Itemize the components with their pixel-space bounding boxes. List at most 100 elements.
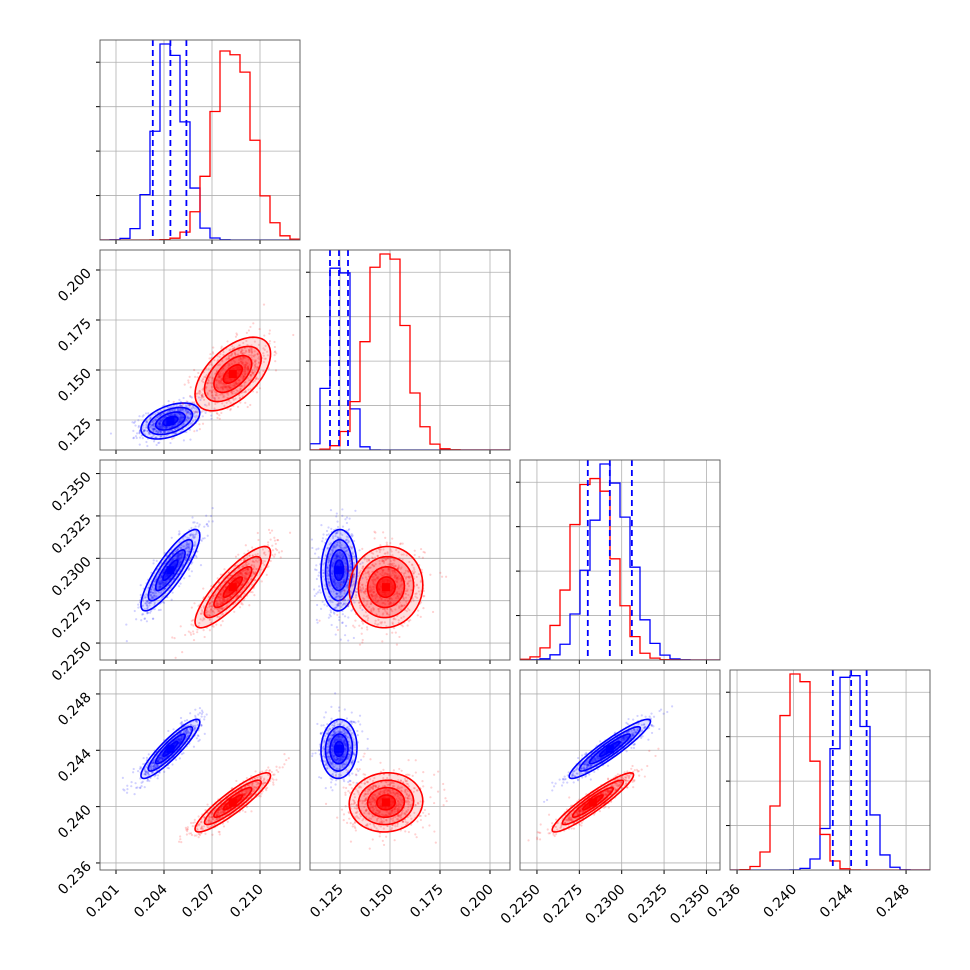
scatter-point [247,348,251,352]
scatter-point [173,413,177,417]
scatter-point [212,610,215,613]
scatter-point [158,583,162,586]
scatter-point [189,631,192,634]
scatter-point [221,607,224,610]
scatter-point [218,610,221,613]
scatter-point [234,353,237,356]
scatter-point [217,379,220,382]
scatter-point [144,412,148,415]
scatter-point [257,538,260,542]
scatter-point [151,597,154,600]
scatter-point [211,596,214,600]
scatter-point [241,565,244,568]
scatter-point [211,624,214,627]
scatter-point [220,411,223,415]
scatter-point [182,423,185,426]
scatter-point [257,357,260,360]
scatter-point [173,577,176,580]
scatter-point [326,567,329,570]
scatter-point [146,612,149,615]
scatter-point [240,601,243,604]
scatter-point [141,613,144,616]
scatter-point [246,564,249,567]
scatter-point [366,628,369,631]
scatter-point [141,780,144,783]
scatter-point [243,373,247,376]
scatter-point [232,359,235,362]
scatter-point [153,608,156,611]
scatter-point [360,627,363,630]
scatter-point [192,405,195,408]
scatter-point [203,635,206,639]
scatter-point [178,562,182,565]
scatter-point [258,387,262,390]
panel-1-1 [306,249,511,454]
scatter-point [173,428,177,431]
scatter-point [249,403,252,407]
scatter-point [242,374,245,377]
scatter-point [243,576,246,579]
scatter-point [162,412,166,415]
scatter-point [217,610,220,613]
scatter-point [358,643,362,646]
scatter-point [126,784,129,787]
scatter-point [267,528,271,531]
scatter-point [163,431,167,434]
scatter-point [201,537,204,540]
scatter-point [204,411,207,415]
scatter-point [200,394,203,397]
scatter-point [225,598,229,601]
peak-marker [228,370,237,378]
scatter-point [191,561,194,564]
scatter-point [177,557,180,560]
scatter-point [268,332,271,335]
scatter-point [172,400,175,404]
scatter-point [239,401,242,404]
scatter-point [133,609,136,613]
scatter-point [247,568,250,571]
panel-2-2 [516,459,721,664]
scatter-point [345,521,349,525]
scatter-point [176,549,179,552]
scatter-point [190,623,193,626]
scatter-point [165,426,169,429]
scatter-point [212,388,215,392]
scatter-point [200,609,204,612]
scatter-point [273,345,277,349]
scatter-point [381,640,384,643]
scatter-point [245,339,248,343]
scatter-point [238,394,241,397]
scatter-point [197,396,200,399]
scatter-point [171,437,174,441]
scatter-point [179,419,182,422]
scatter-point [182,545,185,548]
scatter-point [164,582,167,585]
scatter-point [246,568,249,571]
scatter-point [273,351,276,354]
scatter-point [232,577,235,580]
scatter-point [196,734,200,737]
scatter-point [186,416,189,419]
scatter-point [344,518,347,521]
scatter-point [150,425,153,428]
scatter-point [258,355,261,358]
scatter-point [247,367,250,370]
scatter-point [222,394,225,397]
scatter-point [242,356,245,359]
scatter-point [194,533,197,536]
scatter-point [189,395,192,398]
scatter-point [151,427,155,431]
scatter-point [194,416,197,419]
scatter-point [180,415,183,418]
scatter-point [195,532,198,536]
scatter-point [343,589,346,593]
scatter-point [158,591,161,594]
scatter-point [244,364,248,367]
scatter-point [263,357,266,360]
scatter-point [158,426,162,429]
scatter-point [318,589,321,592]
scatter-point [151,435,154,439]
scatter-point [238,379,241,382]
scatter-point [321,600,324,603]
